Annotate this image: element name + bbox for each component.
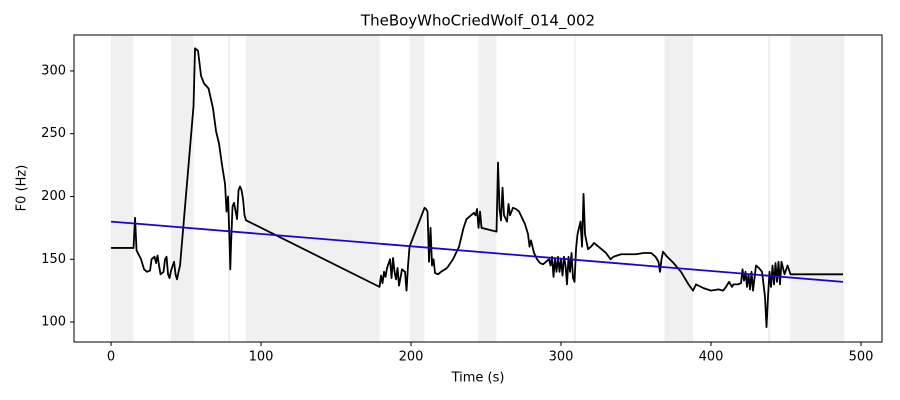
x-axis-label: Time (s) <box>451 371 505 386</box>
shaded-span <box>790 35 845 342</box>
y-tick-label: 150 <box>41 252 66 267</box>
shaded-span <box>478 35 497 342</box>
series-line <box>110 220 844 283</box>
shaded-span <box>574 35 577 342</box>
y-tick-label: 300 <box>41 63 66 78</box>
y-tick-label: 100 <box>41 315 66 330</box>
plot-frame <box>73 34 883 343</box>
x-tick-label: 300 <box>549 350 574 365</box>
y-tick-label: 250 <box>41 126 66 141</box>
shaded-span <box>246 35 380 342</box>
shaded-span <box>768 35 771 342</box>
x-tick-label: 400 <box>699 350 724 365</box>
shaded-span <box>171 35 194 342</box>
shaded-span <box>409 35 425 342</box>
y-axis-label: F0 (Hz) <box>15 165 30 212</box>
y-tick-label: 200 <box>41 189 66 204</box>
chart-title: TheBoyWhoCriedWolf_014_002 <box>360 12 595 31</box>
x-tick-label: 100 <box>249 350 274 365</box>
x-tick-label: 500 <box>849 350 874 365</box>
shaded-span <box>664 35 694 342</box>
x-tick-label: 0 <box>107 350 115 365</box>
x-tick-label: 200 <box>399 350 424 365</box>
shaded-span <box>111 35 134 342</box>
shaded-span <box>228 35 231 342</box>
series-line <box>111 47 843 328</box>
